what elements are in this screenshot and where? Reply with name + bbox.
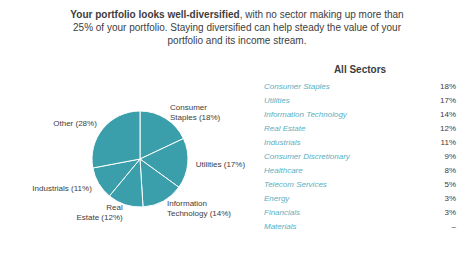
html-text:8%: 8%	[444, 166, 456, 175]
html-text:17%: 17%	[440, 96, 456, 105]
html-text:5%: 5%	[444, 180, 456, 189]
svg-text:Utilities (17%): Utilities (17%)	[196, 160, 246, 169]
html-text:18%: 18%	[440, 82, 456, 91]
html-text:Healthcare: Healthcare	[264, 166, 303, 175]
html-text:Your portfolio looks well-dive: Your portfolio looks well-diversified, w…	[70, 9, 404, 46]
html-text:Telecom Services: Telecom Services	[264, 180, 327, 189]
svg-text:RealEstate (12%): RealEstate (12%)	[76, 203, 123, 222]
svg-text:InformationTechnology (14%): InformationTechnology (14%)	[167, 199, 231, 218]
html-text:Information Technology: Information Technology	[264, 110, 347, 119]
html-text:Industrials: Industrials	[264, 138, 301, 147]
html-text:Utilities: Utilities	[264, 96, 290, 105]
svg-text:Other (28%): Other (28%)	[53, 119, 97, 128]
html-text:14%: 14%	[440, 110, 456, 119]
html-text:All Sectors: All Sectors	[333, 64, 387, 75]
html-text:Energy: Energy	[264, 194, 290, 203]
html-text:9%: 9%	[444, 152, 456, 161]
html-text:Consumer Staples: Consumer Staples	[264, 82, 330, 91]
html-text:12%: 12%	[440, 124, 456, 133]
html-text:Materials: Materials	[264, 222, 297, 231]
html-text:Consumer Discretionary: Consumer Discretionary	[264, 152, 350, 161]
svg-text:Industrials (11%): Industrials (11%)	[32, 183, 92, 192]
html-text:11%: 11%	[440, 138, 456, 147]
html-text:3%: 3%	[444, 208, 456, 217]
html-text:Financials: Financials	[264, 208, 300, 217]
svg-text:ConsumerStaples (18%): ConsumerStaples (18%)	[170, 102, 221, 121]
html-text:3%: 3%	[444, 194, 456, 203]
html-text:Real Estate: Real Estate	[264, 124, 306, 133]
